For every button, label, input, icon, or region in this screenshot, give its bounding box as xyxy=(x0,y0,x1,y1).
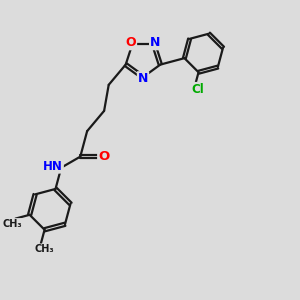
Text: CH₃: CH₃ xyxy=(2,219,22,229)
Text: O: O xyxy=(125,36,136,49)
Text: N: N xyxy=(150,36,160,49)
Text: CH₃: CH₃ xyxy=(34,244,54,254)
Text: O: O xyxy=(98,150,110,163)
Text: HN: HN xyxy=(43,160,63,173)
Text: Cl: Cl xyxy=(191,83,204,96)
Text: N: N xyxy=(138,72,148,85)
